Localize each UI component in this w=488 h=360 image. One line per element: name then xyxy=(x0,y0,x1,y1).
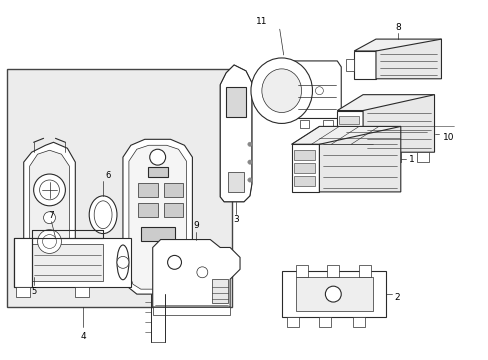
Polygon shape xyxy=(152,307,230,315)
Polygon shape xyxy=(281,271,385,317)
Polygon shape xyxy=(147,167,167,177)
Text: 2: 2 xyxy=(394,293,400,302)
Text: 3: 3 xyxy=(233,215,239,224)
Text: 1: 1 xyxy=(408,155,414,164)
Ellipse shape xyxy=(94,201,112,229)
Polygon shape xyxy=(14,238,131,287)
Text: 9: 9 xyxy=(193,221,199,230)
Circle shape xyxy=(42,235,56,248)
Polygon shape xyxy=(358,265,370,277)
Polygon shape xyxy=(152,239,240,307)
Circle shape xyxy=(315,87,323,95)
Polygon shape xyxy=(293,150,315,160)
Circle shape xyxy=(34,174,65,206)
Polygon shape xyxy=(228,172,244,192)
Polygon shape xyxy=(326,265,339,277)
Circle shape xyxy=(38,230,61,253)
Text: 10: 10 xyxy=(442,133,453,142)
Polygon shape xyxy=(299,121,309,129)
Circle shape xyxy=(247,142,252,147)
Polygon shape xyxy=(163,183,183,197)
Polygon shape xyxy=(7,69,232,307)
Polygon shape xyxy=(286,317,298,327)
Polygon shape xyxy=(353,39,441,51)
Polygon shape xyxy=(319,317,331,327)
Polygon shape xyxy=(293,176,315,186)
Circle shape xyxy=(247,178,252,182)
Polygon shape xyxy=(339,139,358,148)
Polygon shape xyxy=(75,287,89,297)
Ellipse shape xyxy=(250,58,312,123)
Polygon shape xyxy=(212,279,228,303)
Polygon shape xyxy=(141,227,174,240)
Polygon shape xyxy=(163,203,183,217)
Polygon shape xyxy=(293,163,315,173)
Text: 5: 5 xyxy=(31,287,36,296)
Polygon shape xyxy=(138,203,157,217)
Polygon shape xyxy=(291,144,319,192)
Circle shape xyxy=(247,160,252,164)
Text: 11: 11 xyxy=(256,17,267,26)
Polygon shape xyxy=(220,65,251,202)
Polygon shape xyxy=(295,265,307,277)
Circle shape xyxy=(325,286,341,302)
Polygon shape xyxy=(342,152,353,162)
Circle shape xyxy=(197,267,207,278)
Ellipse shape xyxy=(117,245,129,280)
Polygon shape xyxy=(295,277,372,311)
Text: 7: 7 xyxy=(48,211,54,220)
Polygon shape xyxy=(16,287,30,297)
Polygon shape xyxy=(346,59,353,71)
Circle shape xyxy=(117,256,129,268)
Text: 4: 4 xyxy=(81,332,86,341)
Polygon shape xyxy=(337,111,362,152)
Polygon shape xyxy=(30,150,69,271)
Polygon shape xyxy=(291,126,400,144)
Circle shape xyxy=(167,255,181,269)
Circle shape xyxy=(149,149,165,165)
Ellipse shape xyxy=(89,196,117,234)
Circle shape xyxy=(40,180,60,200)
Text: 8: 8 xyxy=(394,23,400,32)
Polygon shape xyxy=(339,116,358,125)
Polygon shape xyxy=(122,139,192,294)
Polygon shape xyxy=(129,145,186,289)
Polygon shape xyxy=(32,243,103,281)
Polygon shape xyxy=(353,51,375,79)
Text: 6: 6 xyxy=(105,171,110,180)
Polygon shape xyxy=(293,61,341,118)
Polygon shape xyxy=(323,121,333,129)
Polygon shape xyxy=(337,95,434,111)
Polygon shape xyxy=(225,87,245,117)
Polygon shape xyxy=(319,126,400,192)
Polygon shape xyxy=(388,152,400,162)
Polygon shape xyxy=(339,127,358,136)
Polygon shape xyxy=(138,183,157,197)
Polygon shape xyxy=(416,152,427,162)
Polygon shape xyxy=(362,95,434,152)
Polygon shape xyxy=(352,317,365,327)
Ellipse shape xyxy=(262,69,301,113)
Polygon shape xyxy=(375,39,441,79)
Polygon shape xyxy=(14,238,32,287)
Polygon shape xyxy=(24,142,75,277)
Circle shape xyxy=(43,212,55,224)
